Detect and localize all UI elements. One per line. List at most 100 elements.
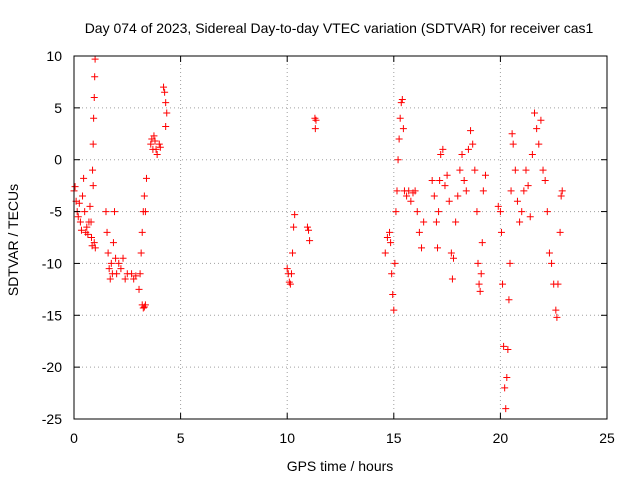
data-point	[513, 197, 521, 205]
data-point	[396, 114, 404, 122]
data-point	[152, 145, 160, 153]
data-point	[287, 270, 295, 278]
data-point	[291, 211, 299, 219]
data-point	[475, 280, 483, 288]
data-point	[448, 275, 456, 283]
data-point	[395, 135, 403, 143]
data-point	[74, 213, 82, 221]
data-point	[502, 405, 510, 413]
data-point	[79, 192, 87, 200]
data-point	[113, 270, 121, 278]
data-point	[399, 125, 407, 133]
data-point	[471, 166, 479, 174]
data-point	[90, 93, 98, 101]
data-point	[393, 187, 401, 195]
data-point	[504, 346, 512, 354]
data-point	[520, 187, 528, 195]
data-point	[392, 208, 400, 216]
data-point	[150, 132, 158, 140]
data-point	[153, 151, 161, 159]
data-point	[117, 265, 125, 273]
data-point	[503, 374, 511, 382]
data-point	[112, 254, 120, 262]
data-point	[476, 287, 484, 295]
data-point	[140, 192, 148, 200]
data-point	[141, 208, 149, 216]
data-point	[458, 151, 466, 159]
data-point	[411, 187, 419, 195]
data-point	[531, 109, 539, 117]
y-tick-label: -20	[42, 359, 62, 375]
data-point	[102, 208, 110, 216]
data-point	[121, 275, 129, 283]
data-point	[90, 239, 98, 247]
data-point	[162, 99, 170, 107]
data-point	[501, 384, 509, 392]
data-point	[539, 166, 547, 174]
data-point	[557, 192, 565, 200]
data-point	[509, 140, 517, 148]
data-point	[415, 228, 423, 236]
data-point	[437, 151, 445, 159]
y-tick-label: -15	[42, 307, 62, 323]
data-point	[147, 140, 155, 148]
data-point	[473, 208, 481, 216]
data-point	[528, 151, 536, 159]
y-tick-label: -25	[42, 411, 62, 427]
data-point	[541, 176, 549, 184]
data-point	[71, 183, 79, 191]
data-point	[142, 174, 150, 182]
data-point	[77, 226, 85, 234]
data-point	[306, 237, 314, 245]
data-point	[89, 182, 97, 190]
data-point	[500, 342, 508, 350]
data-point	[312, 116, 320, 124]
data-point	[398, 96, 406, 104]
data-point	[91, 244, 99, 252]
data-point	[87, 234, 95, 241]
data-point	[132, 272, 140, 280]
data-point	[441, 182, 449, 190]
data-point	[452, 218, 460, 226]
data-point	[464, 145, 472, 153]
data-point	[522, 166, 530, 174]
data-point	[104, 249, 112, 257]
data-point	[388, 270, 396, 278]
data-point	[305, 226, 313, 234]
x-axis-label: GPS time / hours	[287, 458, 394, 474]
x-tick-label: 25	[599, 430, 615, 446]
data-point	[537, 116, 545, 124]
data-point	[434, 244, 442, 252]
y-tick-label: -10	[42, 255, 62, 271]
data-point	[137, 249, 145, 257]
data-point	[474, 259, 482, 267]
data-point	[163, 109, 171, 117]
data-point	[506, 259, 514, 267]
data-point	[435, 208, 443, 216]
data-point	[106, 275, 114, 283]
data-point	[290, 223, 298, 231]
data-point	[286, 280, 294, 288]
data-point	[389, 291, 397, 299]
data-point	[91, 73, 99, 81]
data-point	[456, 166, 464, 174]
x-tick-label: 0	[70, 430, 78, 446]
data-point	[76, 218, 84, 226]
data-point	[84, 230, 92, 238]
y-tick-label: -5	[50, 204, 63, 220]
data-point	[109, 239, 117, 247]
data-point	[430, 192, 438, 200]
data-point	[151, 137, 159, 145]
data-point	[87, 218, 95, 226]
data-point	[381, 249, 389, 257]
x-tick-label: 10	[279, 430, 295, 446]
plot-frame	[73, 55, 608, 420]
data-point	[526, 213, 534, 221]
data-point	[386, 228, 394, 236]
data-point	[477, 270, 485, 278]
grid-lines	[74, 56, 607, 419]
data-point	[454, 192, 462, 200]
data-point	[508, 130, 516, 138]
x-tick-label: 5	[177, 430, 185, 446]
